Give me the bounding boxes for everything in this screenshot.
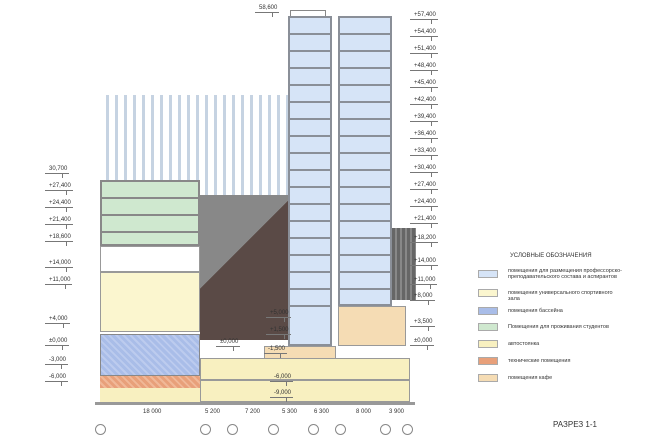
- technical: [100, 376, 200, 388]
- legend-swatch: [478, 340, 498, 348]
- level-mark: +57,400: [410, 12, 438, 24]
- legend-label: помещения кафе: [508, 375, 553, 381]
- level-mark: +39,400: [410, 114, 438, 126]
- level-mark: +24,400: [410, 199, 438, 211]
- cafe: [338, 306, 406, 346]
- left-basement: [100, 388, 200, 402]
- legend-heading: УСЛОВНЫЕ ОБОЗНАЧЕНИЯ: [510, 253, 592, 259]
- level-mark: +51,400: [410, 46, 438, 58]
- level-mark: +3,500: [410, 319, 435, 331]
- grid-axis-marker: [335, 424, 346, 435]
- sports-hall: [100, 272, 200, 332]
- dimension-label: 7 200: [245, 409, 261, 415]
- level-mark: +5,000: [266, 310, 291, 322]
- grid-axis-marker: [227, 424, 238, 435]
- grid-axis-marker: [200, 424, 211, 435]
- level-mark: -9,000: [270, 390, 294, 402]
- legend-swatch: [478, 307, 498, 315]
- level-mark: -6,000: [45, 374, 69, 386]
- dimension-label: 18 000: [143, 409, 162, 415]
- level-mark: 30,700: [45, 166, 70, 178]
- level-mark: +11,000: [45, 277, 73, 289]
- legend-label: помещения универсального спортивного зал…: [508, 290, 613, 302]
- grid-axis-marker: [380, 424, 391, 435]
- grid-axis-marker: [308, 424, 319, 435]
- level-mark: +30,400: [410, 165, 438, 177]
- level-mark: +11,000: [410, 277, 438, 289]
- level-mark: +33,400: [410, 148, 438, 160]
- level-mark: +36,400: [410, 131, 438, 143]
- tower-left-floors: [290, 18, 330, 308]
- tower-right-floors: [340, 18, 390, 306]
- student-housing: [100, 180, 200, 246]
- section-title: РАЗРЕЗ 1-1: [553, 420, 597, 429]
- level-mark: +1,500: [266, 327, 291, 339]
- level-mark: +27,400: [410, 182, 438, 194]
- legend-label: помещения бассейна: [508, 308, 563, 314]
- level-mark: ±0,000: [410, 338, 435, 350]
- parking: [200, 358, 410, 402]
- legend-label: помещения для размещения профессорско-пр…: [508, 268, 622, 280]
- legend-swatch: [478, 289, 498, 297]
- dimension-label: 8 000: [356, 409, 372, 415]
- roof-structure: [290, 10, 326, 16]
- level-mark: 58,600: [255, 5, 280, 17]
- legend-label: технические помещения: [508, 358, 571, 364]
- dimension-label: 6 300: [314, 409, 330, 415]
- legend-swatch: [478, 357, 498, 365]
- dimension-label: 5 200: [205, 409, 221, 415]
- level-mark: +48,400: [410, 63, 438, 75]
- ground-line: [95, 402, 415, 405]
- level-mark: ±0,000: [45, 338, 70, 350]
- legend-swatch: [478, 270, 498, 278]
- pool: [100, 334, 200, 376]
- level-mark: ±0,000: [216, 339, 241, 351]
- open-floor: [100, 246, 200, 272]
- level-mark: -6,000: [270, 374, 294, 386]
- grid-axis-marker: [95, 424, 106, 435]
- level-mark: +21,400: [410, 216, 438, 228]
- level-mark: +4,000: [45, 316, 70, 328]
- level-mark: -1,500: [264, 346, 288, 358]
- level-mark: +18,200: [410, 235, 438, 247]
- dimension-label: 5 300: [282, 409, 298, 415]
- legend-label: автостоянка: [508, 341, 540, 347]
- level-mark: +18,600: [45, 234, 73, 246]
- level-mark: +14,000: [45, 260, 73, 272]
- level-mark: +21,400: [45, 217, 73, 229]
- grid-axis-marker: [402, 424, 413, 435]
- right-annex: [392, 228, 416, 300]
- dark-atrium: [200, 195, 290, 340]
- level-mark: +14,000: [410, 258, 438, 270]
- grid-axis-marker: [268, 424, 279, 435]
- level-mark: +8,000: [410, 293, 435, 305]
- level-mark: -3,000: [45, 357, 69, 369]
- level-mark: +45,400: [410, 80, 438, 92]
- legend-swatch: [478, 323, 498, 331]
- level-mark: +24,400: [45, 200, 73, 212]
- dimension-label: 3 900: [389, 409, 405, 415]
- legend-swatch: [478, 374, 498, 382]
- level-mark: +42,400: [410, 97, 438, 109]
- legend-label: Помещения для проживания студентов: [508, 324, 609, 330]
- level-mark: +54,400: [410, 29, 438, 41]
- level-mark: +27,400: [45, 183, 73, 195]
